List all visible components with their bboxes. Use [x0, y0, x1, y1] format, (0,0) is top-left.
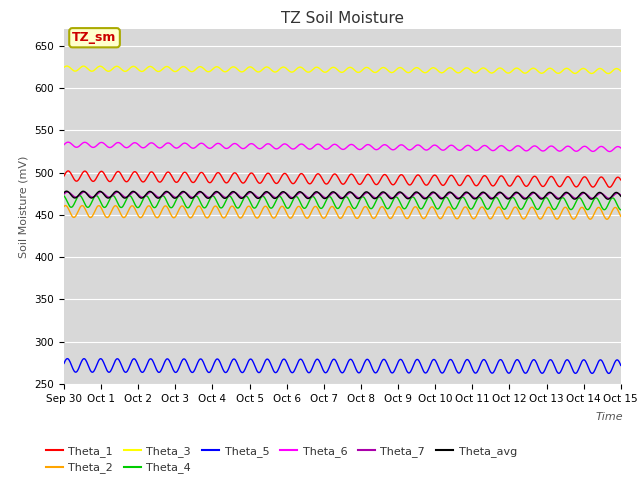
Line: Theta_1: Theta_1 [64, 171, 621, 187]
Line: Theta_3: Theta_3 [64, 66, 621, 73]
Theta_avg [617, 193, 625, 199]
Theta_6 [286, 144, 294, 150]
Theta_6 [606, 149, 614, 155]
Theta_avg [306, 195, 314, 201]
Theta_3 [605, 71, 612, 76]
Theta_6 [60, 142, 68, 147]
Theta_4 [76, 192, 83, 198]
Theta_1 [64, 168, 72, 174]
Theta_2 [495, 204, 502, 210]
Theta_7 [306, 195, 314, 201]
Theta_avg [505, 196, 513, 202]
Theta_6 [64, 139, 72, 145]
Theta_4 [505, 200, 513, 205]
Theta_7 [443, 192, 451, 198]
Theta_4 [60, 193, 68, 199]
Theta_4 [118, 204, 125, 210]
Theta_2 [118, 213, 125, 218]
Theta_7 [505, 195, 513, 201]
X-axis label: Time: Time [596, 412, 623, 422]
Line: Theta_5: Theta_5 [64, 359, 621, 373]
Theta_avg [60, 190, 68, 195]
Theta_2 [505, 215, 513, 220]
Theta_3 [505, 70, 513, 76]
Theta_avg [63, 188, 70, 194]
Theta_1 [443, 178, 451, 184]
Theta_4 [443, 194, 451, 200]
Theta_5 [118, 362, 125, 368]
Theta_2 [306, 213, 314, 218]
Theta_5 [63, 356, 71, 361]
Theta_3 [617, 68, 625, 74]
Theta_5 [495, 358, 502, 364]
Theta_1 [118, 172, 125, 178]
Theta_4 [617, 207, 625, 213]
Theta_5 [443, 362, 451, 368]
Line: Theta_6: Theta_6 [64, 142, 621, 152]
Theta_avg [495, 190, 502, 195]
Theta_1 [495, 175, 502, 181]
Theta_5 [605, 371, 612, 376]
Theta_2 [60, 204, 68, 209]
Theta_7 [60, 191, 68, 197]
Title: TZ Soil Moisture: TZ Soil Moisture [281, 11, 404, 26]
Theta_1 [617, 177, 625, 183]
Theta_1 [286, 177, 294, 183]
Theta_1 [306, 181, 314, 187]
Line: Theta_4: Theta_4 [64, 195, 621, 210]
Theta_6 [617, 145, 625, 151]
Theta_avg [286, 195, 294, 201]
Theta_2 [443, 205, 451, 211]
Theta_3 [495, 65, 502, 71]
Theta_1 [60, 173, 68, 179]
Theta_3 [60, 64, 68, 70]
Theta_3 [306, 69, 314, 75]
Theta_2 [62, 203, 70, 208]
Theta_6 [118, 142, 125, 147]
Theta_5 [60, 360, 68, 366]
Theta_4 [286, 204, 294, 210]
Legend: Theta_1, Theta_2, Theta_3, Theta_4, Theta_5, Theta_6, Theta_7, Theta_avg: Theta_1, Theta_2, Theta_3, Theta_4, Thet… [42, 442, 521, 478]
Theta_7 [118, 192, 125, 197]
Y-axis label: Soil Moisture (mV): Soil Moisture (mV) [19, 155, 29, 258]
Theta_7 [495, 191, 502, 197]
Theta_3 [118, 66, 125, 72]
Theta_7 [286, 193, 294, 199]
Line: Theta_avg: Theta_avg [64, 191, 621, 199]
Theta_5 [286, 367, 294, 372]
Theta_avg [604, 196, 612, 202]
Theta_3 [443, 66, 451, 72]
Theta_6 [306, 146, 314, 152]
Theta_6 [505, 148, 513, 154]
Theta_6 [443, 145, 451, 151]
Theta_2 [286, 215, 294, 221]
Line: Theta_7: Theta_7 [64, 192, 621, 198]
Theta_2 [603, 216, 611, 222]
Text: TZ_sm: TZ_sm [72, 31, 116, 44]
Theta_5 [306, 370, 314, 375]
Line: Theta_2: Theta_2 [64, 205, 621, 219]
Theta_5 [617, 362, 625, 368]
Theta_3 [286, 69, 294, 74]
Theta_avg [443, 191, 451, 197]
Theta_avg [118, 192, 125, 198]
Theta_3 [63, 63, 70, 69]
Theta_7 [617, 192, 625, 198]
Theta_4 [495, 197, 502, 203]
Theta_6 [495, 144, 502, 150]
Theta_5 [505, 370, 513, 376]
Theta_1 [606, 184, 614, 190]
Theta_7 [64, 189, 72, 195]
Theta_7 [605, 195, 613, 201]
Theta_2 [617, 214, 625, 219]
Theta_4 [306, 197, 314, 203]
Theta_1 [505, 183, 513, 189]
